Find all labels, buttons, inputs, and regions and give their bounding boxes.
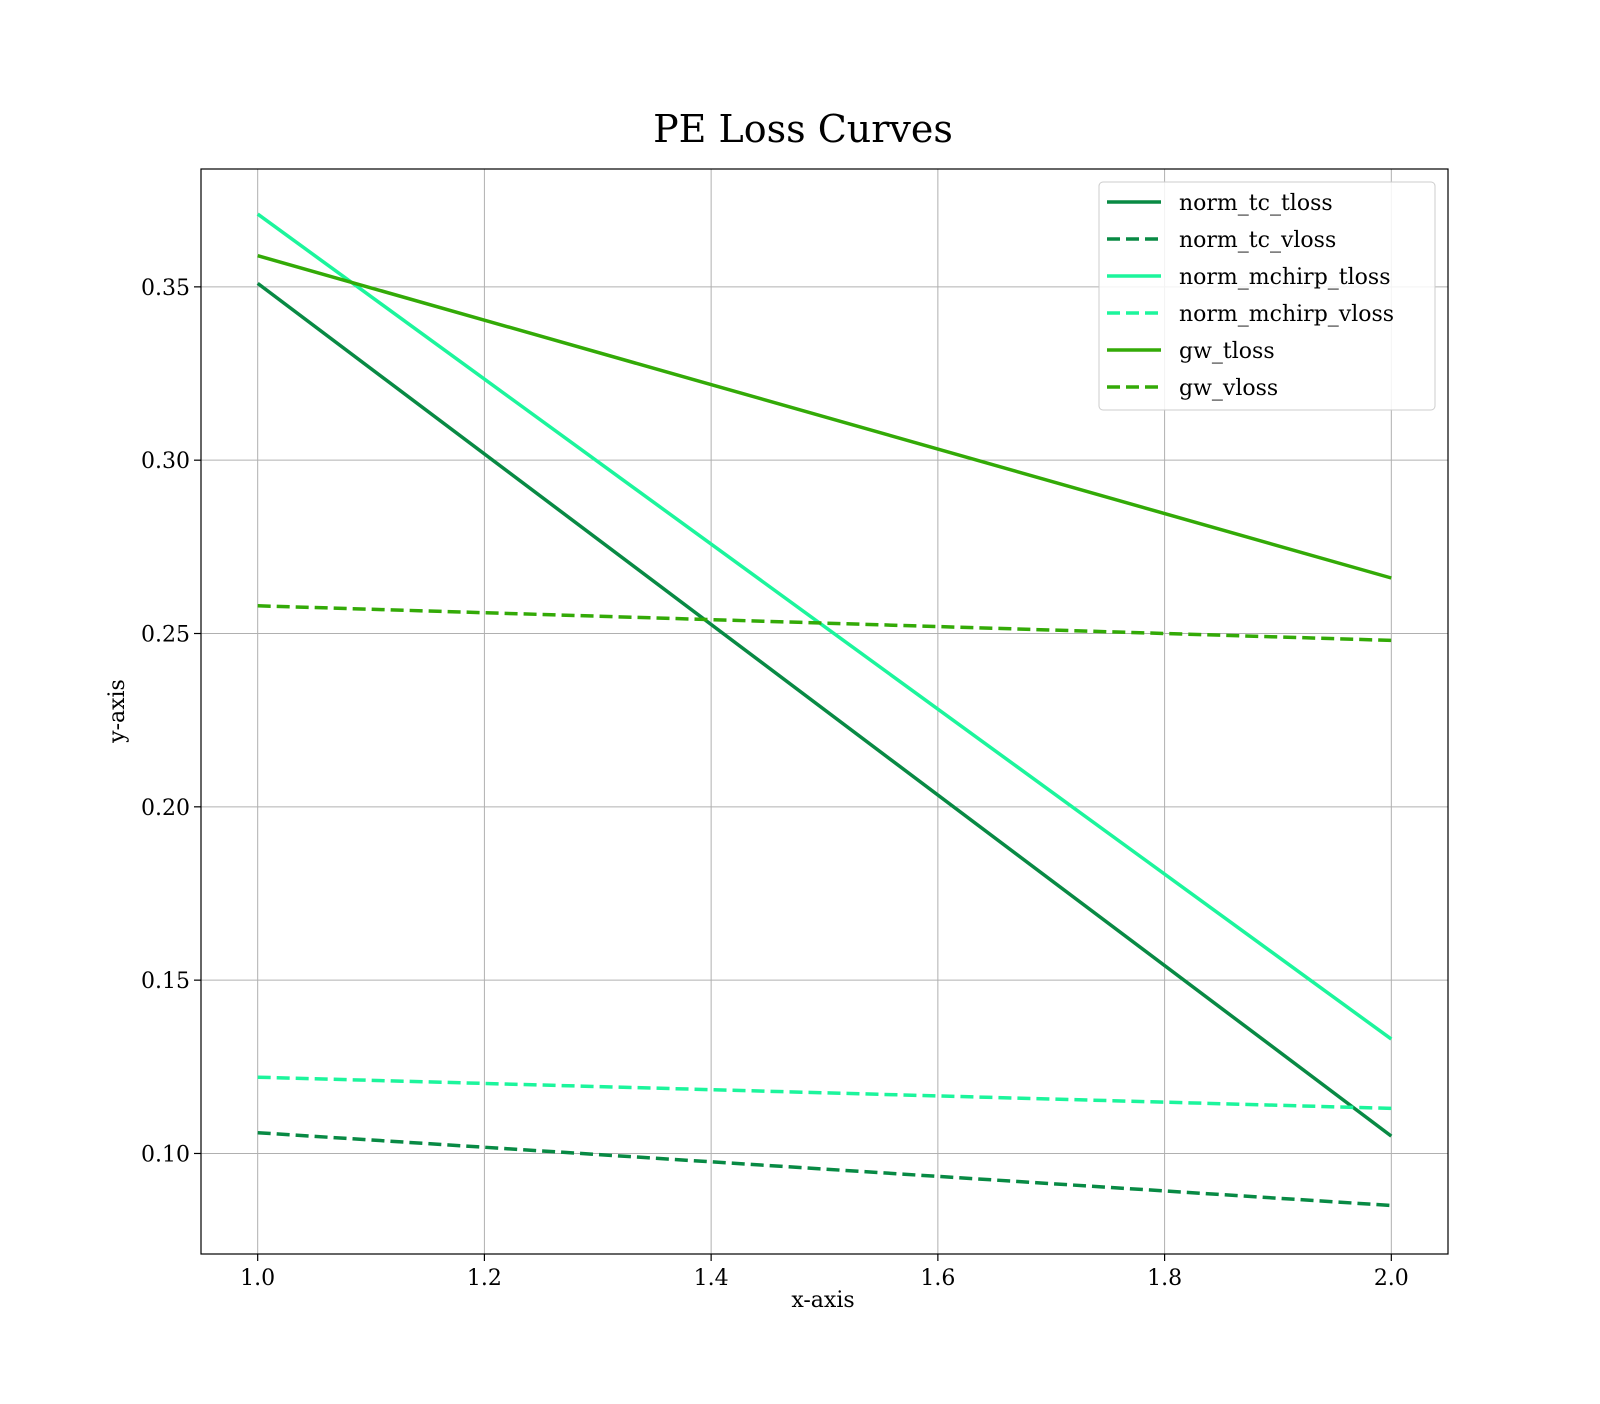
x-axis-label: x-axis <box>791 1288 854 1313</box>
x-tick-label: 1.8 <box>1147 1266 1182 1291</box>
x-tick-label: 1.0 <box>240 1266 275 1291</box>
x-tick-label: 1.4 <box>694 1266 729 1291</box>
y-tick-label: 0.35 <box>141 276 190 301</box>
y-tick-label: 0.30 <box>141 449 190 474</box>
y-axis-label: y-axis <box>105 679 130 744</box>
series-line-norm-tc-vloss <box>257 1130 1392 1208</box>
series-line-norm-tc-tloss <box>256 282 1393 1138</box>
legend-box <box>1098 181 1436 411</box>
series-line-gw-vloss <box>257 604 1392 643</box>
y-tick-label: 0.20 <box>141 796 190 821</box>
legend-label: norm_mchirp_tloss <box>1179 265 1390 290</box>
y-tick-label: 0.25 <box>141 623 190 648</box>
x-tick-label: 1.6 <box>920 1266 955 1291</box>
series-line-norm-mchirp-vloss <box>257 1075 1392 1111</box>
plot-area-frame <box>200 168 1449 1255</box>
y-tick-label: 0.10 <box>141 1142 190 1167</box>
series-line-norm-mchirp-tloss <box>256 212 1393 1041</box>
chart-title: PE Loss Curves <box>653 107 953 151</box>
legend-label: norm_tc_tloss <box>1179 191 1333 216</box>
x-tick-label: 1.2 <box>467 1266 502 1291</box>
x-tick-label: 2.0 <box>1374 1266 1409 1291</box>
axis-ticks: 1.0 1.2 1.4 1.6 1.8 2.0 0.10 0.15 0.20 0.25 0.30 0.… <box>141 276 1409 1291</box>
legend-label: norm_tc_vloss <box>1179 228 1336 253</box>
series-lines <box>256 212 1393 1208</box>
legend-label: norm_mchirp_vloss <box>1179 302 1394 327</box>
legend: norm_tc_tloss norm_tc_vloss norm_mchirp_tl… <box>1098 181 1436 411</box>
y-tick-label: 0.15 <box>141 969 190 994</box>
series-line-gw-tloss <box>257 254 1392 580</box>
legend-label: gw_tloss <box>1179 339 1275 364</box>
legend-label: gw_vloss <box>1179 376 1278 401</box>
